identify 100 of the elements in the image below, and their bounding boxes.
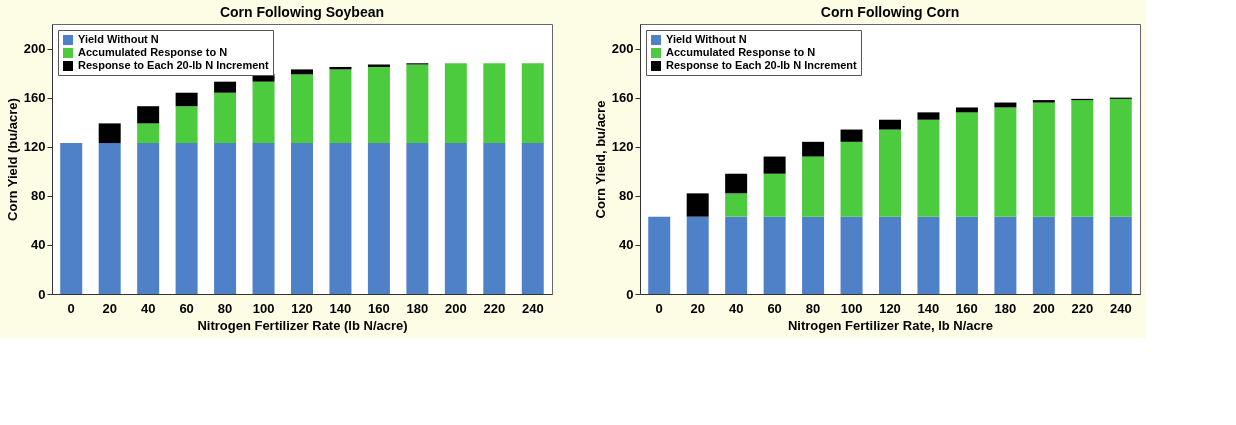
bar xyxy=(98,123,121,144)
bar xyxy=(994,107,1017,217)
bar xyxy=(1032,100,1055,103)
bar xyxy=(879,216,901,294)
x-tick-label: 100 xyxy=(840,300,863,316)
bar xyxy=(802,216,825,294)
bar xyxy=(137,106,160,124)
bar xyxy=(252,81,275,144)
y-tick-label: 40 xyxy=(31,237,46,253)
bar xyxy=(725,193,748,217)
bar xyxy=(444,143,467,294)
bar xyxy=(1032,102,1055,217)
bar xyxy=(725,216,748,294)
bar xyxy=(686,216,709,294)
chart-title: Corn Following Corn xyxy=(820,4,960,20)
legend-label: Response to Each 20-lb N Increment xyxy=(666,59,858,71)
y-tick-label: 120 xyxy=(611,139,634,155)
bar xyxy=(406,64,429,144)
y-tick-label: 40 xyxy=(619,237,634,253)
bar xyxy=(763,156,786,174)
x-tick-label: 180 xyxy=(406,300,429,316)
bar xyxy=(98,143,121,294)
bar xyxy=(329,69,352,144)
bar xyxy=(1109,98,1132,217)
y-tick-label: 120 xyxy=(23,139,46,155)
x-tick-label: 80 xyxy=(805,300,821,316)
y-tick-label: 80 xyxy=(619,188,634,204)
bar xyxy=(994,216,1017,294)
bar xyxy=(175,92,198,107)
bar xyxy=(840,216,863,294)
bar xyxy=(175,143,198,294)
x-tick-label: 120 xyxy=(291,300,313,316)
bar xyxy=(483,63,506,144)
x-tick-label: 200 xyxy=(1032,300,1055,316)
bar xyxy=(840,129,863,142)
x-tick-label: 60 xyxy=(179,300,194,316)
x-tick-label: 180 xyxy=(994,300,1017,316)
legend-label: Accumulated Response to N xyxy=(666,46,816,58)
bar xyxy=(955,216,978,294)
bar xyxy=(521,63,544,144)
y-axis-title: Corn Yield (bu/acre) xyxy=(4,98,20,221)
bar xyxy=(291,143,313,294)
x-tick-label: 140 xyxy=(329,300,352,316)
bar xyxy=(879,119,901,130)
chart-title: Corn Following Soybean xyxy=(219,4,385,20)
x-tick-label: 60 xyxy=(767,300,782,316)
bar xyxy=(1032,216,1055,294)
y-tick-label: 80 xyxy=(31,188,46,204)
x-tick-label: 80 xyxy=(217,300,233,316)
bar xyxy=(686,193,709,217)
legend-label: Accumulated Response to N xyxy=(78,46,228,58)
y-tick-label: 160 xyxy=(23,90,46,106)
bar xyxy=(763,216,786,294)
bar xyxy=(214,81,237,93)
bar xyxy=(444,63,467,144)
legend-label: Yield Without N xyxy=(78,33,159,45)
bar xyxy=(175,106,198,144)
bar xyxy=(214,92,237,144)
bar xyxy=(917,112,940,120)
x-tick-label: 40 xyxy=(728,300,744,316)
bar xyxy=(483,143,506,294)
x-tick-label: 40 xyxy=(140,300,156,316)
bar xyxy=(955,107,978,113)
bar xyxy=(917,119,940,217)
bar xyxy=(802,141,825,157)
bar xyxy=(725,173,748,194)
y-tick-label: 0 xyxy=(626,286,634,302)
bar xyxy=(521,143,544,294)
legend-label: Response to Each 20-lb N Increment xyxy=(78,59,270,71)
bar xyxy=(763,173,786,217)
x-axis-title: Nitrogen Fertilizer Rate, lb N/acre xyxy=(787,317,994,333)
x-tick-label: 140 xyxy=(917,300,940,316)
bar xyxy=(879,129,901,217)
x-tick-label: 200 xyxy=(444,300,467,316)
y-tick-label: 0 xyxy=(38,286,46,302)
bar xyxy=(329,143,352,294)
x-tick-label: 220 xyxy=(483,300,506,316)
bar xyxy=(648,216,671,294)
legend-label: Yield Without N xyxy=(666,33,747,45)
x-tick-label: 0 xyxy=(655,300,663,316)
x-tick-label: 100 xyxy=(252,300,275,316)
x-tick-label: 240 xyxy=(1109,300,1132,316)
x-tick-label: 220 xyxy=(1071,300,1094,316)
bar xyxy=(917,216,940,294)
bar xyxy=(1071,216,1094,294)
x-tick-label: 160 xyxy=(368,300,390,316)
bar xyxy=(367,66,390,144)
x-tick-label: 0 xyxy=(67,300,75,316)
y-tick-label: 200 xyxy=(611,41,634,57)
x-tick-label: 240 xyxy=(521,300,544,316)
bar xyxy=(60,143,83,294)
y-axis-title: Corn Yield, bu/acre xyxy=(592,100,608,219)
bar xyxy=(955,112,978,217)
bar xyxy=(406,143,429,294)
x-axis-title: Nitrogen Fertilizer Rate (lb N/acre) xyxy=(197,317,408,333)
y-tick-label: 160 xyxy=(611,90,634,106)
y-tick-label: 200 xyxy=(23,41,46,57)
bar xyxy=(1109,216,1132,294)
x-tick-label: 160 xyxy=(956,300,978,316)
bar xyxy=(291,69,313,75)
